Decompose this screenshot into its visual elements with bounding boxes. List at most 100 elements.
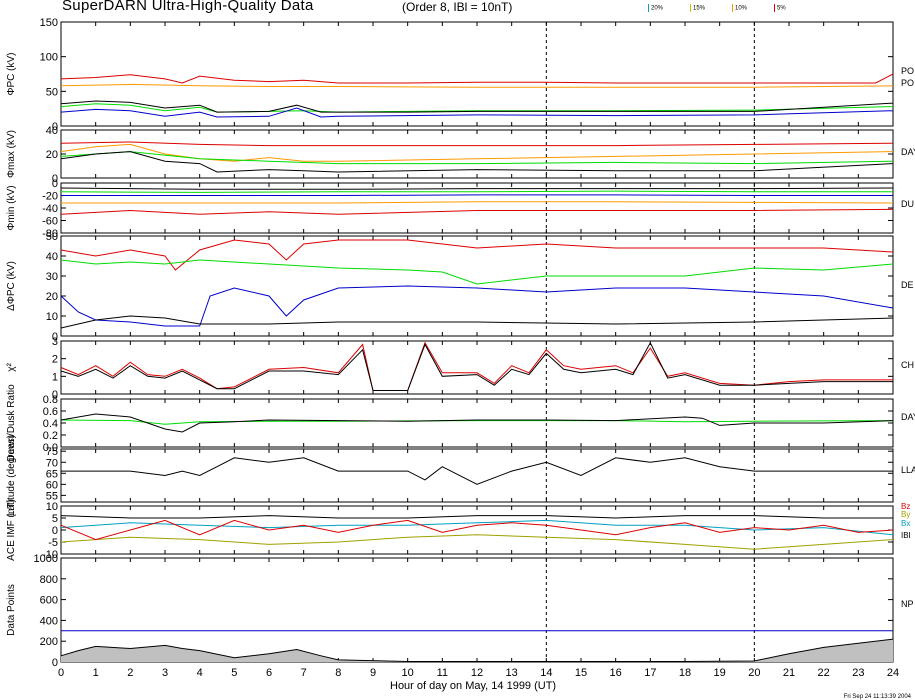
series-line-points-0 [60, 638, 894, 662]
right-label-np: NP [901, 599, 914, 609]
x-tick-label: 10 [402, 667, 414, 679]
chart-subtitle: (Order 8, IBl = 10nT) [402, 0, 513, 14]
y-tick-label-points: 400 [40, 615, 58, 627]
x-tick-label: 6 [266, 667, 272, 679]
y-tick-label-ratio: 0.2 [43, 430, 58, 442]
y-axis-label-dpcp: ΔΦPC (kV) [6, 261, 17, 311]
series-line-pcp-0 [60, 73, 894, 84]
y-tick-label-points: 200 [40, 636, 58, 648]
y-tick-label-ratio: 0.0 [43, 442, 58, 454]
y-tick-label-phimax: 40 [46, 125, 58, 137]
right-label-lla: LLA [901, 465, 915, 475]
panel-frame-chi [60, 340, 894, 395]
series-area-points-0 [61, 639, 893, 662]
y-tick-label-imf: 5 [52, 513, 58, 525]
y-tick-label-ratio: 0.4 [43, 418, 58, 430]
series-line-chi-0 [60, 341, 893, 391]
y-tick-label-phimin: -60 [42, 216, 58, 228]
y-tick-label-dpcp: 30 [46, 271, 58, 283]
y-tick-label-pcp: 150 [40, 17, 58, 29]
y-tick-label-lat: 55 [46, 490, 58, 502]
series-line-phimax-0 [60, 141, 894, 147]
y-tick-label-dpcp: 40 [46, 251, 58, 263]
y-tick-label-lat: 65 [46, 468, 58, 480]
x-tick-label: 15 [575, 667, 587, 679]
right-label-bx: Bx [901, 519, 911, 528]
timestamp: Fri Sep 24 11:13:39 2004 [843, 694, 911, 700]
panel-frame-points [60, 557, 894, 663]
x-tick-label: 8 [335, 667, 341, 679]
x-tick-label: 14 [540, 667, 552, 679]
y-tick-label-ratio: 0.8 [43, 394, 58, 406]
y-tick-label-points: 600 [40, 595, 58, 607]
y-tick-label-pcp: 50 [46, 86, 58, 98]
x-tick-label: 19 [714, 667, 726, 679]
y-axis-label-lat: Latitude (degrees) [6, 435, 17, 516]
y-tick-label-phimin: -20 [42, 191, 58, 203]
y-tick-label-dpcp: 50 [46, 231, 58, 243]
series-line-pcp-4 [60, 100, 894, 113]
x-tick-label: 22 [818, 667, 830, 679]
x-axis-title: Hour of day on May, 14 1999 (UT) [390, 680, 557, 692]
right-label-po-2: PO [901, 78, 915, 88]
series-line-dpcp-1 [60, 259, 894, 285]
series-line-phimax-1 [60, 143, 894, 162]
y-tick-label-lat: 75 [46, 446, 58, 458]
y-axis-label-pcp: ΦPC (kV) [6, 53, 17, 96]
y-tick-label-dpcp: 0 [52, 331, 58, 343]
x-tick-label: 18 [679, 667, 691, 679]
series-line-imf-2 [60, 534, 894, 550]
x-tick-label: 20 [748, 667, 760, 679]
series-line-phimin-2 [61, 194, 893, 196]
x-tick-label: 5 [231, 667, 237, 679]
right-label-po-1: PO [901, 66, 915, 76]
y-tick-label-dpcp: 20 [46, 291, 58, 303]
x-tick-label: 23 [852, 667, 864, 679]
x-tick-label: 7 [301, 667, 307, 679]
x-tick-label: 2 [127, 667, 133, 679]
right-label-day: DAY [901, 147, 915, 157]
y-tick-label-points: 800 [40, 574, 58, 586]
series-line-phimax-2 [60, 151, 894, 165]
series-line-pcp-3 [60, 107, 894, 118]
series-line-dpcp-3 [60, 315, 894, 329]
series-line-imf-3 [60, 519, 894, 541]
panel-frame-dpcp [60, 235, 894, 337]
y-axis-label-points: Data Points [6, 584, 17, 636]
series-line-ratio-0 [60, 419, 894, 425]
series-line-chi-1 [60, 341, 893, 391]
x-tick-label: 16 [610, 667, 622, 679]
right-label-ibi: IBI [901, 531, 911, 540]
right-label-by: By [901, 510, 911, 519]
series-line-imf-0 [60, 515, 893, 519]
y-tick-label-phimin: -80 [42, 228, 58, 240]
right-label-day-2: DAY [901, 412, 915, 422]
y-tick-label-lat: 70 [46, 457, 58, 469]
x-tick-label: 21 [783, 667, 795, 679]
y-tick-label-ratio: 0.6 [43, 406, 58, 418]
y-axis-label-phimin: Φmin (kV) [6, 185, 17, 230]
right-label-du: DU [901, 199, 914, 209]
y-tick-label-imf: 10 [46, 501, 58, 513]
chart-title: SuperDARN Ultra-High-Quality Data [62, 0, 314, 14]
y-tick-label-dpcp: 10 [46, 311, 58, 323]
y-tick-label-phimin: -40 [42, 203, 58, 215]
legend-item-5: 5% [774, 4, 786, 12]
y-tick-label-chi: 2 [52, 354, 58, 366]
y-axis-label-imf: ACE IMF (nT) [6, 499, 17, 561]
y-tick-label-phimax: 20 [46, 149, 58, 161]
x-tick-label: 24 [887, 667, 899, 679]
series-line-phimin-4 [60, 208, 894, 215]
series-line-ratio-1 [60, 413, 894, 433]
y-axis-label-phimax: Φmax (kV) [6, 130, 17, 178]
x-tick-label: 4 [197, 667, 203, 679]
y-tick-label-chi: 3 [52, 336, 58, 348]
y-axis-label-chi: χ² [6, 363, 17, 372]
series-line-phimin-3 [61, 201, 894, 204]
x-tick-label: 1 [93, 667, 99, 679]
x-tick-label: 12 [471, 667, 483, 679]
panel-frame-phimin [60, 182, 894, 234]
legend-item-10: 10% [732, 4, 747, 12]
y-tick-label-chi: 0 [52, 389, 58, 401]
